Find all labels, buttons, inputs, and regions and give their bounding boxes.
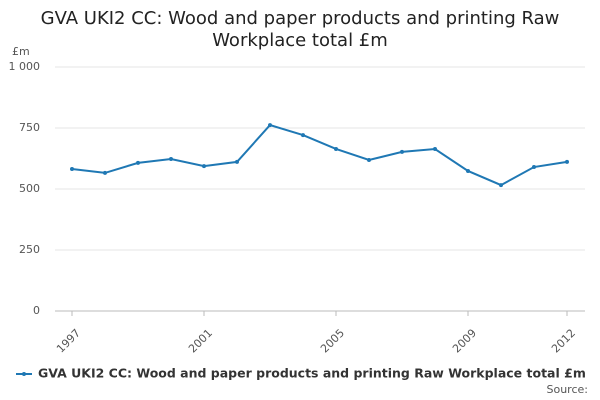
legend-label: GVA UKI2 CC: Wood and paper products and…	[38, 366, 586, 381]
y-tick-label: 750	[19, 121, 40, 134]
point	[268, 123, 272, 128]
point	[334, 146, 338, 151]
x-tick-label: 2012	[549, 327, 578, 356]
point	[367, 157, 371, 162]
y-axis-label: £m	[12, 45, 30, 58]
x-tick-label: 1997	[54, 327, 83, 356]
point	[202, 164, 206, 169]
legend-marker	[22, 372, 26, 376]
chart-title: GVA UKI2 CC: Wood and paper products and…	[40, 8, 560, 51]
source: Source:	[547, 383, 589, 396]
point	[136, 160, 140, 165]
y-tick-label: 0	[33, 304, 40, 317]
y-tick-label: 1 000	[9, 60, 41, 73]
point	[466, 168, 470, 173]
point	[103, 170, 107, 175]
point	[532, 165, 536, 170]
x-tick-label: 2009	[450, 327, 479, 356]
point	[169, 156, 173, 161]
line	[71, 123, 568, 187]
point	[70, 166, 74, 171]
x-tick-label: 2001	[186, 327, 215, 356]
point	[235, 159, 239, 164]
point	[400, 149, 404, 154]
y-tick-label: 250	[19, 243, 40, 256]
point	[499, 183, 503, 188]
y-tick-label: 500	[19, 182, 40, 195]
point	[565, 159, 569, 164]
x-tick-label: 2005	[318, 327, 347, 356]
point	[433, 146, 437, 151]
point	[301, 133, 305, 138]
